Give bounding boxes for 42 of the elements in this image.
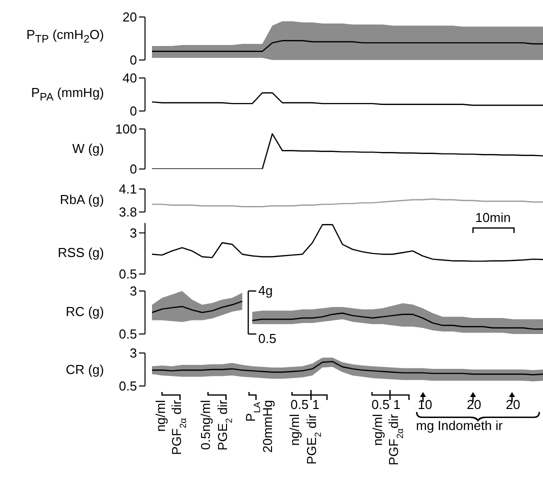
line-series <box>151 224 543 262</box>
text: 0.5ng/ml <box>198 400 213 450</box>
y-axis-title: RbA (g) <box>58 192 104 207</box>
line-series <box>151 360 543 376</box>
y2-tick-label: 0.5 <box>258 331 276 346</box>
y-axis-title: RSS (g) <box>56 245 104 260</box>
line-series <box>151 300 243 314</box>
y-tick-label: 100 <box>115 122 137 137</box>
text: ng/ml <box>153 400 168 432</box>
line-series <box>151 133 543 169</box>
y-tick-label: 40 <box>122 70 137 86</box>
y-axis-title: CR (g) <box>64 362 104 377</box>
y-tick-label: 4.1 <box>118 182 137 197</box>
text: 20 <box>466 397 482 412</box>
text: ng/ml <box>287 414 302 446</box>
y-tick-label: 3.8 <box>118 204 137 220</box>
y-tick-label: 3 <box>130 346 137 361</box>
line-series <box>151 198 543 208</box>
y-tick-label: 0.5 <box>118 266 137 282</box>
y2-tick-label: 4g <box>258 283 273 298</box>
y-tick-label: 3 <box>130 284 137 299</box>
text: 20 <box>506 397 520 412</box>
line-series <box>151 92 543 106</box>
y-axis-title: P$_{TP}$ (cmH$_{2}$O) <box>25 27 104 46</box>
y-axis-title: RC (g) <box>64 304 104 319</box>
y-axis-title: P$_{PA}$ (mmHg) <box>30 85 104 104</box>
annotation: 10min <box>475 210 511 225</box>
y-tick-label: 0 <box>130 162 137 177</box>
y-tick-label: 0 <box>130 104 137 119</box>
y-tick-label: 3 <box>130 225 137 240</box>
text: mg Indometh ir <box>416 418 504 433</box>
text: 10 <box>418 397 432 412</box>
text: 0.5 1 <box>290 397 320 412</box>
y-tick-label: 0.5 <box>118 326 137 342</box>
y-tick-label: 0.5 <box>118 378 137 394</box>
text: ng/ml <box>370 414 385 446</box>
text: 20mmHg <box>260 400 275 453</box>
y-tick-label: 0 <box>130 52 137 68</box>
text: 0.5 1 <box>372 397 400 412</box>
y-axis-title: W (g) <box>71 141 104 156</box>
line-series <box>151 40 543 52</box>
y-tick-label: 20 <box>122 10 137 25</box>
